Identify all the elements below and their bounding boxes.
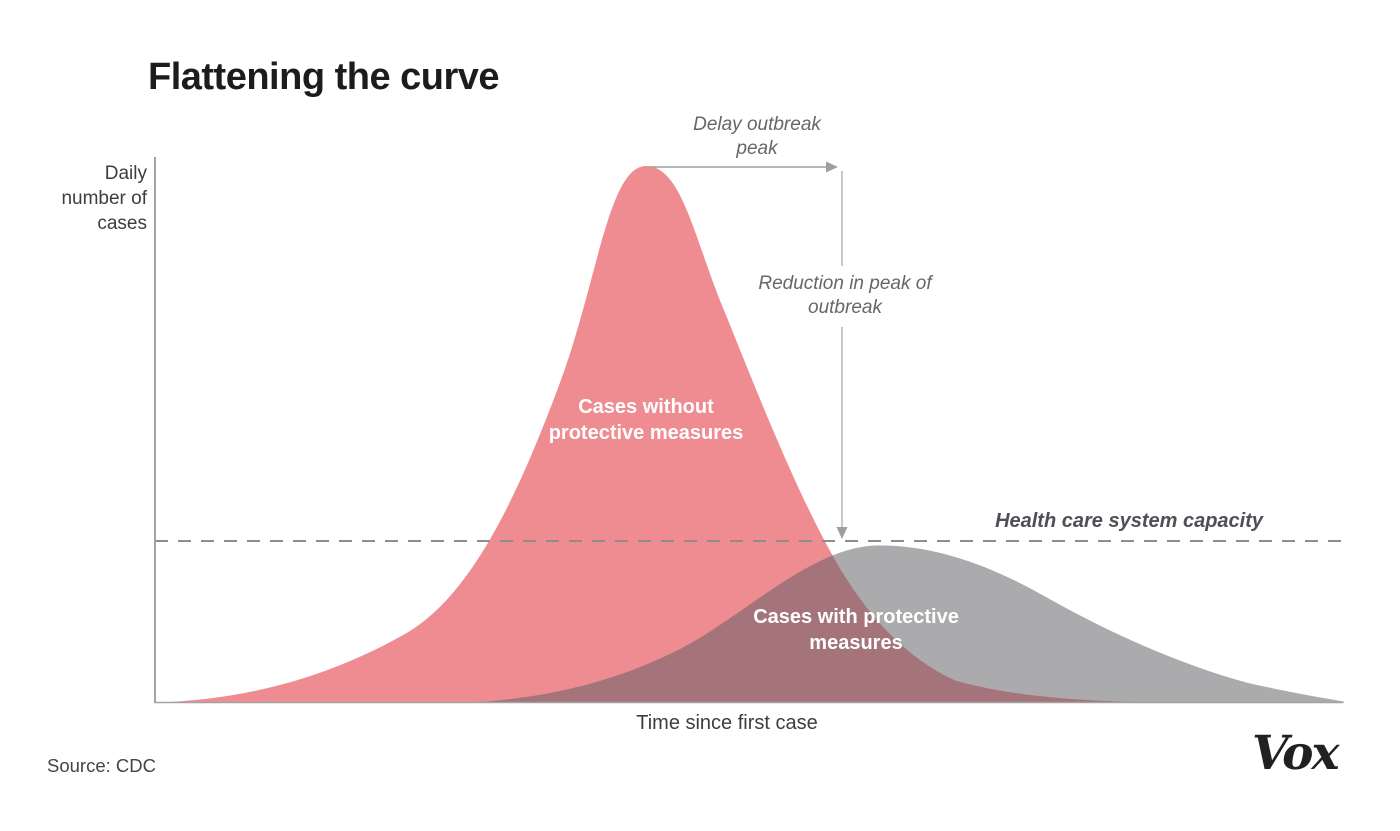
y-axis-label: Daily number of cases: [61, 163, 147, 234]
label-cases-without-protective-measures: Cases without protective measures: [548, 396, 744, 444]
annotation-delay-outbreak-peak: Delay outbreak peak: [693, 114, 821, 159]
source-attribution: Source: CDC: [47, 755, 156, 776]
reduction-arrow-head-icon: [836, 527, 848, 539]
page-title: Flattening the curve: [148, 56, 500, 98]
x-axis-label: Time since first case: [636, 712, 818, 734]
delay-arrow-head-icon: [826, 161, 838, 173]
label-cases-with-protective-measures: Cases with protective measures: [753, 606, 959, 654]
curve-without-protective-measures: [155, 166, 1172, 703]
capacity-line-label: Health care system capacity: [995, 510, 1263, 532]
vox-logo: Vox: [1252, 726, 1340, 781]
annotation-reduction-in-peak: Reduction in peak of outbreak: [758, 273, 932, 318]
